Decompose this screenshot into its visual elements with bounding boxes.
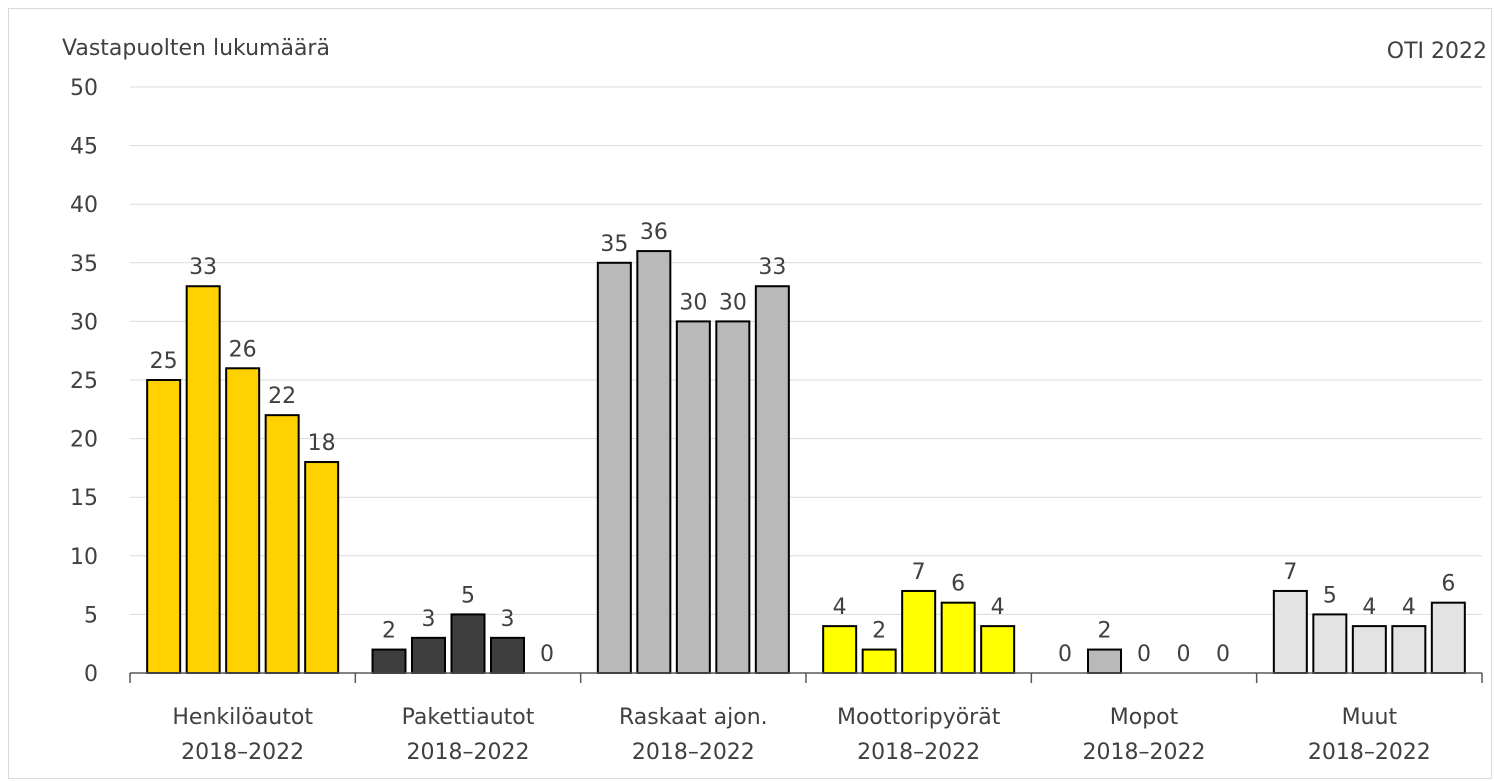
y-tick-label: 40 (70, 193, 98, 218)
value-label: 33 (758, 255, 786, 280)
x-category-label: Mopot (1110, 705, 1179, 730)
y-tick-label: 10 (70, 545, 98, 570)
value-label: 3 (422, 607, 436, 632)
value-label: 22 (268, 384, 296, 409)
bar (754, 285, 790, 674)
x-category-sublabel: 2018–2022 (857, 740, 980, 765)
bar (1351, 625, 1387, 674)
x-category-sublabel: 2018–2022 (1308, 740, 1431, 765)
value-label: 5 (461, 583, 475, 608)
value-label: 7 (1283, 560, 1297, 585)
value-label: 4 (833, 595, 847, 620)
x-axis: Henkilöautot 2018–2022 Pakettiautot 2018–20… (129, 672, 1483, 765)
value-label: 6 (1441, 572, 1455, 597)
value-label: 4 (1362, 595, 1376, 620)
value-label: 36 (640, 220, 668, 245)
y-tick-label: 15 (70, 486, 98, 511)
value-label: 30 (679, 290, 707, 315)
y-tick-label: 35 (70, 252, 98, 277)
bar (411, 636, 446, 675)
x-category-sublabel: 2018–2022 (181, 740, 304, 765)
bar (225, 367, 261, 674)
value-label: 26 (229, 337, 257, 362)
bar (861, 648, 897, 674)
value-label: 35 (600, 232, 628, 257)
bar (1087, 648, 1122, 674)
x-category-label: Raskaat ajon. (619, 705, 768, 730)
value-label: 25 (150, 349, 178, 374)
value-label: 5 (1323, 583, 1337, 608)
bar (980, 625, 1016, 674)
value-label: 0 (1137, 642, 1151, 667)
value-label: 0 (540, 642, 554, 667)
value-label: 4 (1402, 595, 1416, 620)
value-label: 18 (308, 431, 336, 456)
value-label: 33 (189, 255, 217, 280)
value-label: 0 (1058, 642, 1072, 667)
value-label: 2 (1098, 619, 1112, 644)
x-category-label: Muut (1342, 705, 1398, 730)
x-category-sublabel: 2018–2022 (632, 740, 755, 765)
bar (636, 250, 672, 675)
bar (1272, 589, 1308, 675)
bar (185, 285, 221, 674)
bar (675, 320, 711, 674)
value-label: 0 (1216, 642, 1230, 667)
value-label: 3 (501, 607, 515, 632)
y-tick-label: 25 (70, 369, 98, 394)
bar (940, 601, 976, 674)
bar (715, 320, 751, 674)
bar (1430, 601, 1466, 674)
x-category-label: Moottoripyörät (837, 705, 1001, 730)
bar (450, 613, 486, 675)
grid-lines (130, 86, 1482, 615)
value-label: 2 (382, 619, 396, 644)
bar (596, 261, 632, 674)
x-category-label: Pakettiautot (402, 705, 535, 730)
value-label: 4 (991, 595, 1005, 620)
x-category-sublabel: 2018–2022 (407, 740, 530, 765)
value-label: 6 (951, 572, 965, 597)
y-tick-label: 30 (70, 310, 98, 335)
y-axis-title: Vastapuolten lukumäärä (62, 36, 330, 61)
y-tick-label: 20 (70, 428, 98, 453)
bars (146, 250, 1466, 675)
value-label: 0 (1177, 642, 1191, 667)
bar (1391, 625, 1427, 674)
x-category-label: Henkilöautot (172, 705, 313, 730)
bar (146, 379, 182, 674)
bar (264, 414, 300, 674)
y-axis-ticks: 0 5 10 15 20 25 30 35 40 45 50 (70, 76, 98, 687)
y-tick-label: 0 (84, 662, 98, 687)
value-label: 2 (872, 619, 886, 644)
y-tick-label: 45 (70, 135, 98, 160)
bar (1312, 613, 1348, 675)
y-tick-label: 5 (84, 603, 98, 628)
bar (901, 589, 937, 675)
bar (822, 625, 858, 674)
bar (371, 648, 407, 674)
corner-label: OTI 2022 (1387, 39, 1487, 64)
x-category-sublabel: 2018–2022 (1083, 740, 1206, 765)
value-label: 7 (912, 560, 926, 585)
bar (490, 636, 525, 675)
value-label: 30 (719, 290, 747, 315)
bar (304, 461, 340, 675)
y-tick-label: 50 (70, 76, 98, 101)
